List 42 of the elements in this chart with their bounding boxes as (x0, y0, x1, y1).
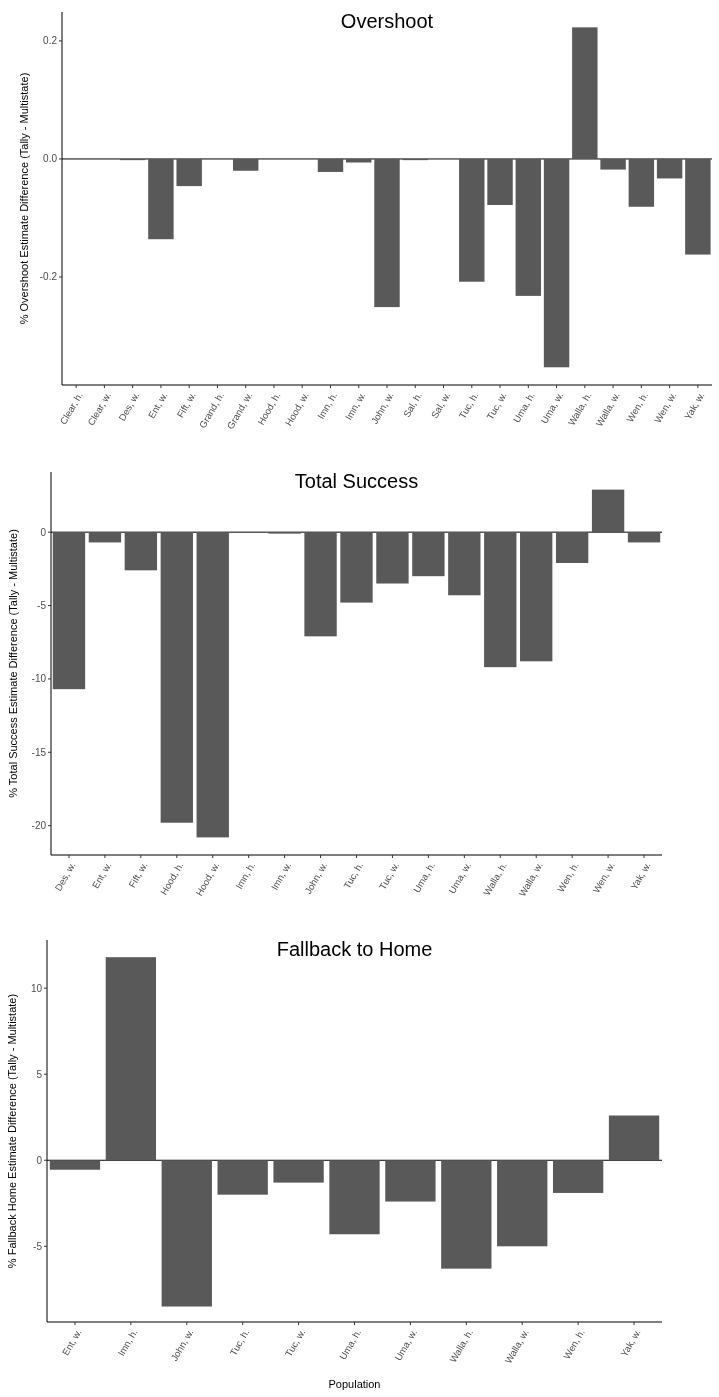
y-tick-label: -5 (37, 600, 47, 612)
y-tick-label: -5 (33, 1240, 43, 1252)
x-tick-label: Fift, w. (174, 390, 198, 420)
y-tick-label: -10 (31, 673, 47, 685)
x-tick-label: Tuc, w. (484, 390, 509, 422)
x-tick-label: Imn, h. (115, 1327, 140, 1358)
x-tick-label: Ent, w. (145, 390, 170, 421)
y-tick-label: -15 (31, 746, 47, 758)
y-axis-title: % Fallback Home Estimate Difference (Tally - Multistate) (6, 993, 18, 1269)
y-axis-title: % Overshoot Estimate Difference (Tally - Multistate) (18, 72, 30, 325)
chart-title: Total Success (294, 470, 419, 492)
x-tick-label: Fift, w. (126, 860, 150, 890)
x-tick-label: Sal, h. (400, 390, 424, 419)
y-axis-title: % Total Success Estimate Difference (Tally - Multistate) (7, 529, 19, 798)
x-tick-label: Yak, w. (681, 390, 707, 422)
y-tick-label: -0.2 (39, 271, 58, 283)
x-tick-label: Imn, w. (342, 390, 368, 422)
chart-title: Overshoot (340, 10, 434, 32)
x-tick-label: Yak, w. (628, 860, 653, 892)
y-tick-label: 0.0 (43, 153, 58, 165)
y-tick-label: 5 (36, 1068, 43, 1080)
x-tick-label: Imn, h. (315, 390, 340, 421)
x-tick-label: Yak, w. (618, 1327, 643, 1359)
y-tick-label: 10 (30, 982, 43, 994)
x-tick-label: Des, w. (52, 860, 78, 893)
x-tick-label: Tuc, w. (282, 1327, 308, 1359)
x-tick-label: Imn, w. (268, 860, 294, 892)
x-tick-label: Des, w. (116, 390, 142, 423)
x-tick-label: Imn, h. (233, 860, 258, 891)
x-tick-label: Ent, w. (89, 860, 114, 891)
x-tick-label: Tuc, h. (341, 860, 366, 891)
y-tick-label: 0 (40, 526, 47, 538)
x-tick-label: Sal, w. (428, 390, 453, 420)
y-tick-label: -20 (31, 820, 47, 832)
chart-title: Fallback to Home (276, 938, 433, 960)
x-tick-label: Tuc, h. (456, 390, 481, 421)
x-tick-label: Tuc, h. (227, 1327, 252, 1358)
y-tick-label: 0.2 (43, 35, 58, 47)
y-tick-label: 0 (36, 1154, 43, 1166)
x-tick-label: Ent, w. (59, 1327, 84, 1358)
x-tick-label: Tuc, w. (376, 860, 402, 892)
x-axis-title: Population (328, 1378, 381, 1390)
